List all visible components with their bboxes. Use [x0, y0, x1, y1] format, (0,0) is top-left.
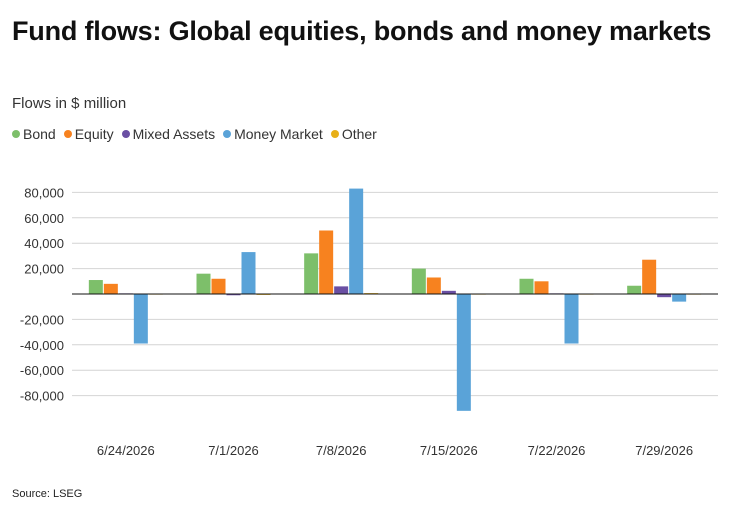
x-tick-label: 7/22/2026: [528, 443, 586, 458]
legend-item-equity: Equity: [63, 126, 114, 142]
y-tick-label: 20,000: [24, 262, 64, 277]
bar-money-market: [456, 294, 471, 411]
y-tick-label: 80,000: [24, 185, 64, 200]
bar-bond: [196, 273, 211, 294]
bar-equity: [103, 283, 118, 294]
bar-mixed-assets: [226, 294, 241, 296]
bar-equity: [211, 278, 226, 294]
bar-chart: 80,000 60,000 40,000 20,000 -20,000 -40,000 -6…: [20, 185, 718, 458]
bar-money-market: [349, 188, 364, 294]
legend-item-mixed-assets: Mixed Assets: [121, 126, 216, 142]
legend-label-other: Other: [341, 126, 377, 142]
bar-mixed-assets: [441, 290, 456, 294]
legend-swatch-money-market: [223, 130, 232, 138]
chart-legend: Bond Equity Mixed Assets Money Market Ot…: [12, 126, 377, 142]
x-tick-label: 6/24/2026: [97, 443, 155, 458]
bar-equity: [319, 230, 334, 294]
chart-subtitle: Flows in $ million: [12, 95, 127, 112]
legend-label-mixed-assets: Mixed Assets: [132, 126, 216, 142]
bar-mixed-assets: [334, 286, 349, 294]
y-axis-ticks: 80,000 60,000 40,000 20,000 -20,000 -40,000 -6…: [20, 185, 64, 403]
y-tick-label: 40,000: [24, 236, 64, 251]
y-tick-label: -80,000: [20, 389, 64, 404]
legend-item-bond: Bond: [12, 126, 56, 142]
x-tick-label: 7/1/2026: [208, 443, 259, 458]
y-tick-label: 60,000: [24, 211, 64, 226]
bar-money-market: [564, 294, 579, 344]
bars: [88, 188, 702, 411]
x-axis-ticks: 6/24/2026 7/1/2026 7/8/2026 7/15/2026 7/22/2…: [97, 443, 693, 458]
x-tick-label: 7/29/2026: [635, 443, 693, 458]
legend-label-bond: Bond: [23, 126, 56, 142]
bar-money-market: [241, 252, 256, 294]
gridlines: [72, 191, 718, 397]
bar-bond: [304, 253, 319, 294]
chart-title: Fund flows: Global equities, bonds and m…: [12, 16, 712, 46]
y-tick-label: -40,000: [20, 338, 64, 353]
bar-bond: [411, 268, 426, 294]
bar-mixed-assets: [657, 294, 672, 298]
legend-swatch-equity: [63, 130, 72, 138]
bar-money-market: [133, 294, 148, 344]
legend-label-equity: Equity: [74, 126, 114, 142]
y-tick-label: -60,000: [20, 363, 64, 378]
legend-swatch-bond: [12, 130, 20, 138]
source-note: Source: LSEG: [12, 488, 83, 500]
bar-equity: [534, 281, 549, 294]
bar-bond: [88, 280, 103, 294]
x-tick-label: 7/8/2026: [316, 443, 367, 458]
x-tick-label: 7/15/2026: [420, 443, 478, 458]
legend-label-money-market: Money Market: [234, 126, 323, 142]
legend-item-other: Other: [330, 126, 377, 142]
bar-bond: [627, 285, 642, 294]
y-tick-label: -20,000: [20, 312, 64, 327]
legend-item-money-market: Money Market: [223, 126, 323, 142]
legend-swatch-mixed-assets: [121, 130, 130, 138]
bar-equity: [642, 259, 657, 294]
bar-equity: [426, 277, 441, 294]
legend-swatch-other: [330, 130, 339, 138]
bar-money-market: [672, 294, 687, 302]
bar-bond: [519, 278, 534, 294]
